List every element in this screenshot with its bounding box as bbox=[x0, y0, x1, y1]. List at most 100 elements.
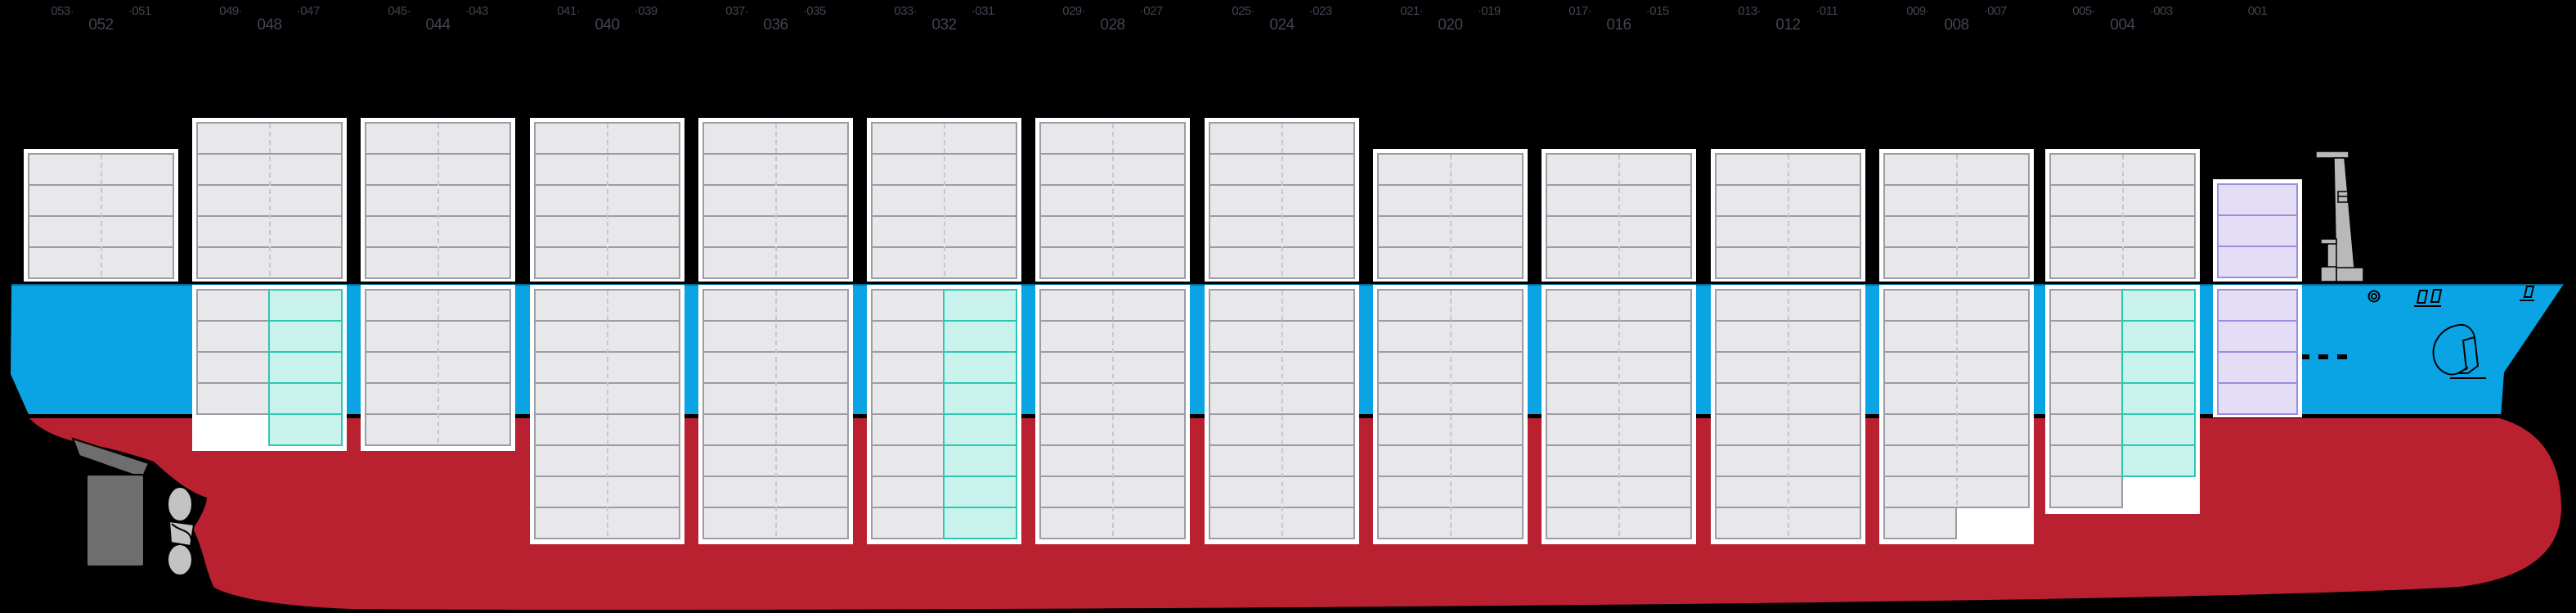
container-slot-032-below-left[interactable] bbox=[871, 476, 945, 508]
container-slot-001-below[interactable] bbox=[2217, 289, 2298, 322]
bay-center-divider bbox=[1955, 155, 1958, 276]
bay-label-053: 053· bbox=[51, 4, 74, 18]
anchor-icon bbox=[2432, 323, 2486, 379]
container-slot-048-below-right[interactable] bbox=[268, 289, 343, 322]
bay-center-divider bbox=[1449, 155, 1452, 276]
bay-center-divider bbox=[1787, 155, 1789, 276]
container-slot-004-below-left[interactable] bbox=[2049, 382, 2123, 415]
container-slot-004-below-right[interactable] bbox=[2121, 413, 2196, 446]
bay-001-above-deck bbox=[2213, 179, 2302, 282]
bow-mast bbox=[2315, 106, 2364, 282]
bay-label-044: 044 bbox=[425, 16, 451, 34]
bay-label-025: 025· bbox=[1232, 4, 1255, 18]
bay-center-divider bbox=[1449, 291, 1452, 536]
bay-label-029: 029· bbox=[1062, 4, 1086, 18]
bay-center-divider bbox=[1111, 124, 1114, 276]
bay-048-below-deck bbox=[192, 285, 347, 451]
container-slot-004-below-right[interactable] bbox=[2121, 351, 2196, 384]
bay-032-below-deck bbox=[867, 285, 1021, 544]
container-slot-048-below-right[interactable] bbox=[268, 351, 343, 384]
container-slot-048-below-left[interactable] bbox=[196, 289, 270, 322]
bay-center-divider bbox=[1618, 155, 1620, 276]
bay-024-above-deck bbox=[1205, 118, 1359, 282]
container-slot-032-below-left[interactable] bbox=[871, 444, 945, 477]
container-slot-048-below-left[interactable] bbox=[196, 351, 270, 384]
bay-label-007: ·007 bbox=[1983, 4, 2008, 18]
container-slot-032-below-right[interactable] bbox=[943, 289, 1017, 322]
bay-label-013: 013· bbox=[1738, 4, 1761, 18]
container-slot-004-below-right[interactable] bbox=[2121, 320, 2196, 353]
container-slot-032-below-right[interactable] bbox=[943, 413, 1017, 446]
bay-012-below-deck bbox=[1711, 285, 1865, 544]
container-slot-008-below[interactable] bbox=[1883, 507, 1957, 539]
container-slot-004-below-right[interactable] bbox=[2121, 382, 2196, 415]
bay-004-below-deck bbox=[2045, 285, 2200, 514]
container-slot-004-below-right[interactable] bbox=[2121, 289, 2196, 322]
bay-center-divider bbox=[943, 124, 945, 276]
bay-label-047: ·047 bbox=[296, 4, 321, 18]
bay-032-above-deck bbox=[867, 118, 1021, 282]
bay-label-041: 041· bbox=[557, 4, 581, 18]
bay-036-above-deck bbox=[698, 118, 853, 282]
bay-center-divider bbox=[100, 155, 102, 276]
container-slot-032-below-right[interactable] bbox=[943, 320, 1017, 353]
container-slot-032-below-left[interactable] bbox=[871, 382, 945, 415]
bay-label-020: 020 bbox=[1438, 16, 1463, 34]
flag-icon bbox=[2520, 286, 2535, 301]
draught-marks bbox=[2300, 354, 2347, 359]
bay-center-divider bbox=[1111, 291, 1114, 536]
container-slot-004-below-left[interactable] bbox=[2049, 476, 2123, 508]
container-slot-032-below-left[interactable] bbox=[871, 289, 945, 322]
bay-label-027: ·027 bbox=[1139, 4, 1164, 18]
container-slot-032-below-left[interactable] bbox=[871, 507, 945, 539]
container-slot-032-below-left[interactable] bbox=[871, 351, 945, 384]
bay-center-divider bbox=[1281, 124, 1283, 276]
bridge-windows-icon bbox=[2414, 289, 2443, 307]
container-slot-032-below-right[interactable] bbox=[943, 351, 1017, 384]
container-slot-032-below-left[interactable] bbox=[871, 320, 945, 353]
container-slot-001-above[interactable] bbox=[2217, 246, 2298, 278]
bay-040-below-deck bbox=[530, 285, 684, 544]
bay-center-divider bbox=[1281, 291, 1283, 536]
container-slot-032-below-left[interactable] bbox=[871, 413, 945, 446]
bay-004-above-deck bbox=[2045, 149, 2200, 282]
container-slot-048-below-right[interactable] bbox=[268, 320, 343, 353]
container-slot-004-below-left[interactable] bbox=[2049, 289, 2123, 322]
bay-016-above-deck bbox=[1542, 149, 1696, 282]
bay-label-016: 016 bbox=[1606, 16, 1631, 34]
bay-label-024: 024 bbox=[1269, 16, 1295, 34]
bay-center-divider bbox=[606, 291, 608, 536]
bay-label-032: 032 bbox=[931, 16, 957, 34]
container-slot-004-below-left[interactable] bbox=[2049, 413, 2123, 446]
container-slot-048-below-left[interactable] bbox=[196, 382, 270, 415]
container-slot-001-below[interactable] bbox=[2217, 320, 2298, 353]
container-slot-032-below-right[interactable] bbox=[943, 507, 1017, 539]
bay-label-023: ·023 bbox=[1308, 4, 1333, 18]
container-slot-048-below-right[interactable] bbox=[268, 382, 343, 415]
container-slot-004-below-left[interactable] bbox=[2049, 444, 2123, 477]
bay-008-above-deck bbox=[1879, 149, 2034, 282]
container-slot-001-below[interactable] bbox=[2217, 382, 2298, 415]
bay-center-divider bbox=[1955, 291, 1958, 505]
bay-label-036: 036 bbox=[763, 16, 788, 34]
container-slot-001-below[interactable] bbox=[2217, 351, 2298, 384]
container-slot-001-above[interactable] bbox=[2217, 214, 2298, 247]
container-slot-004-below-right[interactable] bbox=[2121, 444, 2196, 477]
bay-036-below-deck bbox=[698, 285, 853, 544]
container-slot-032-below-right[interactable] bbox=[943, 476, 1017, 508]
bay-center-divider bbox=[606, 124, 608, 276]
container-slot-032-below-right[interactable] bbox=[943, 382, 1017, 415]
container-slot-048-below-left[interactable] bbox=[196, 320, 270, 353]
bay-center-divider bbox=[774, 124, 777, 276]
container-slot-004-below-left[interactable] bbox=[2049, 320, 2123, 353]
bay-001-below-deck bbox=[2213, 285, 2302, 417]
bay-040-above-deck bbox=[530, 118, 684, 282]
container-slot-032-below-right[interactable] bbox=[943, 444, 1017, 477]
container-slot-004-below-left[interactable] bbox=[2049, 351, 2123, 384]
container-slot-001-above[interactable] bbox=[2217, 183, 2298, 216]
bay-012-above-deck bbox=[1711, 149, 1865, 282]
porthole-icon bbox=[2367, 290, 2381, 303]
container-slot-048-below-right[interactable] bbox=[268, 413, 343, 446]
bay-label-012: 012 bbox=[1775, 16, 1801, 34]
